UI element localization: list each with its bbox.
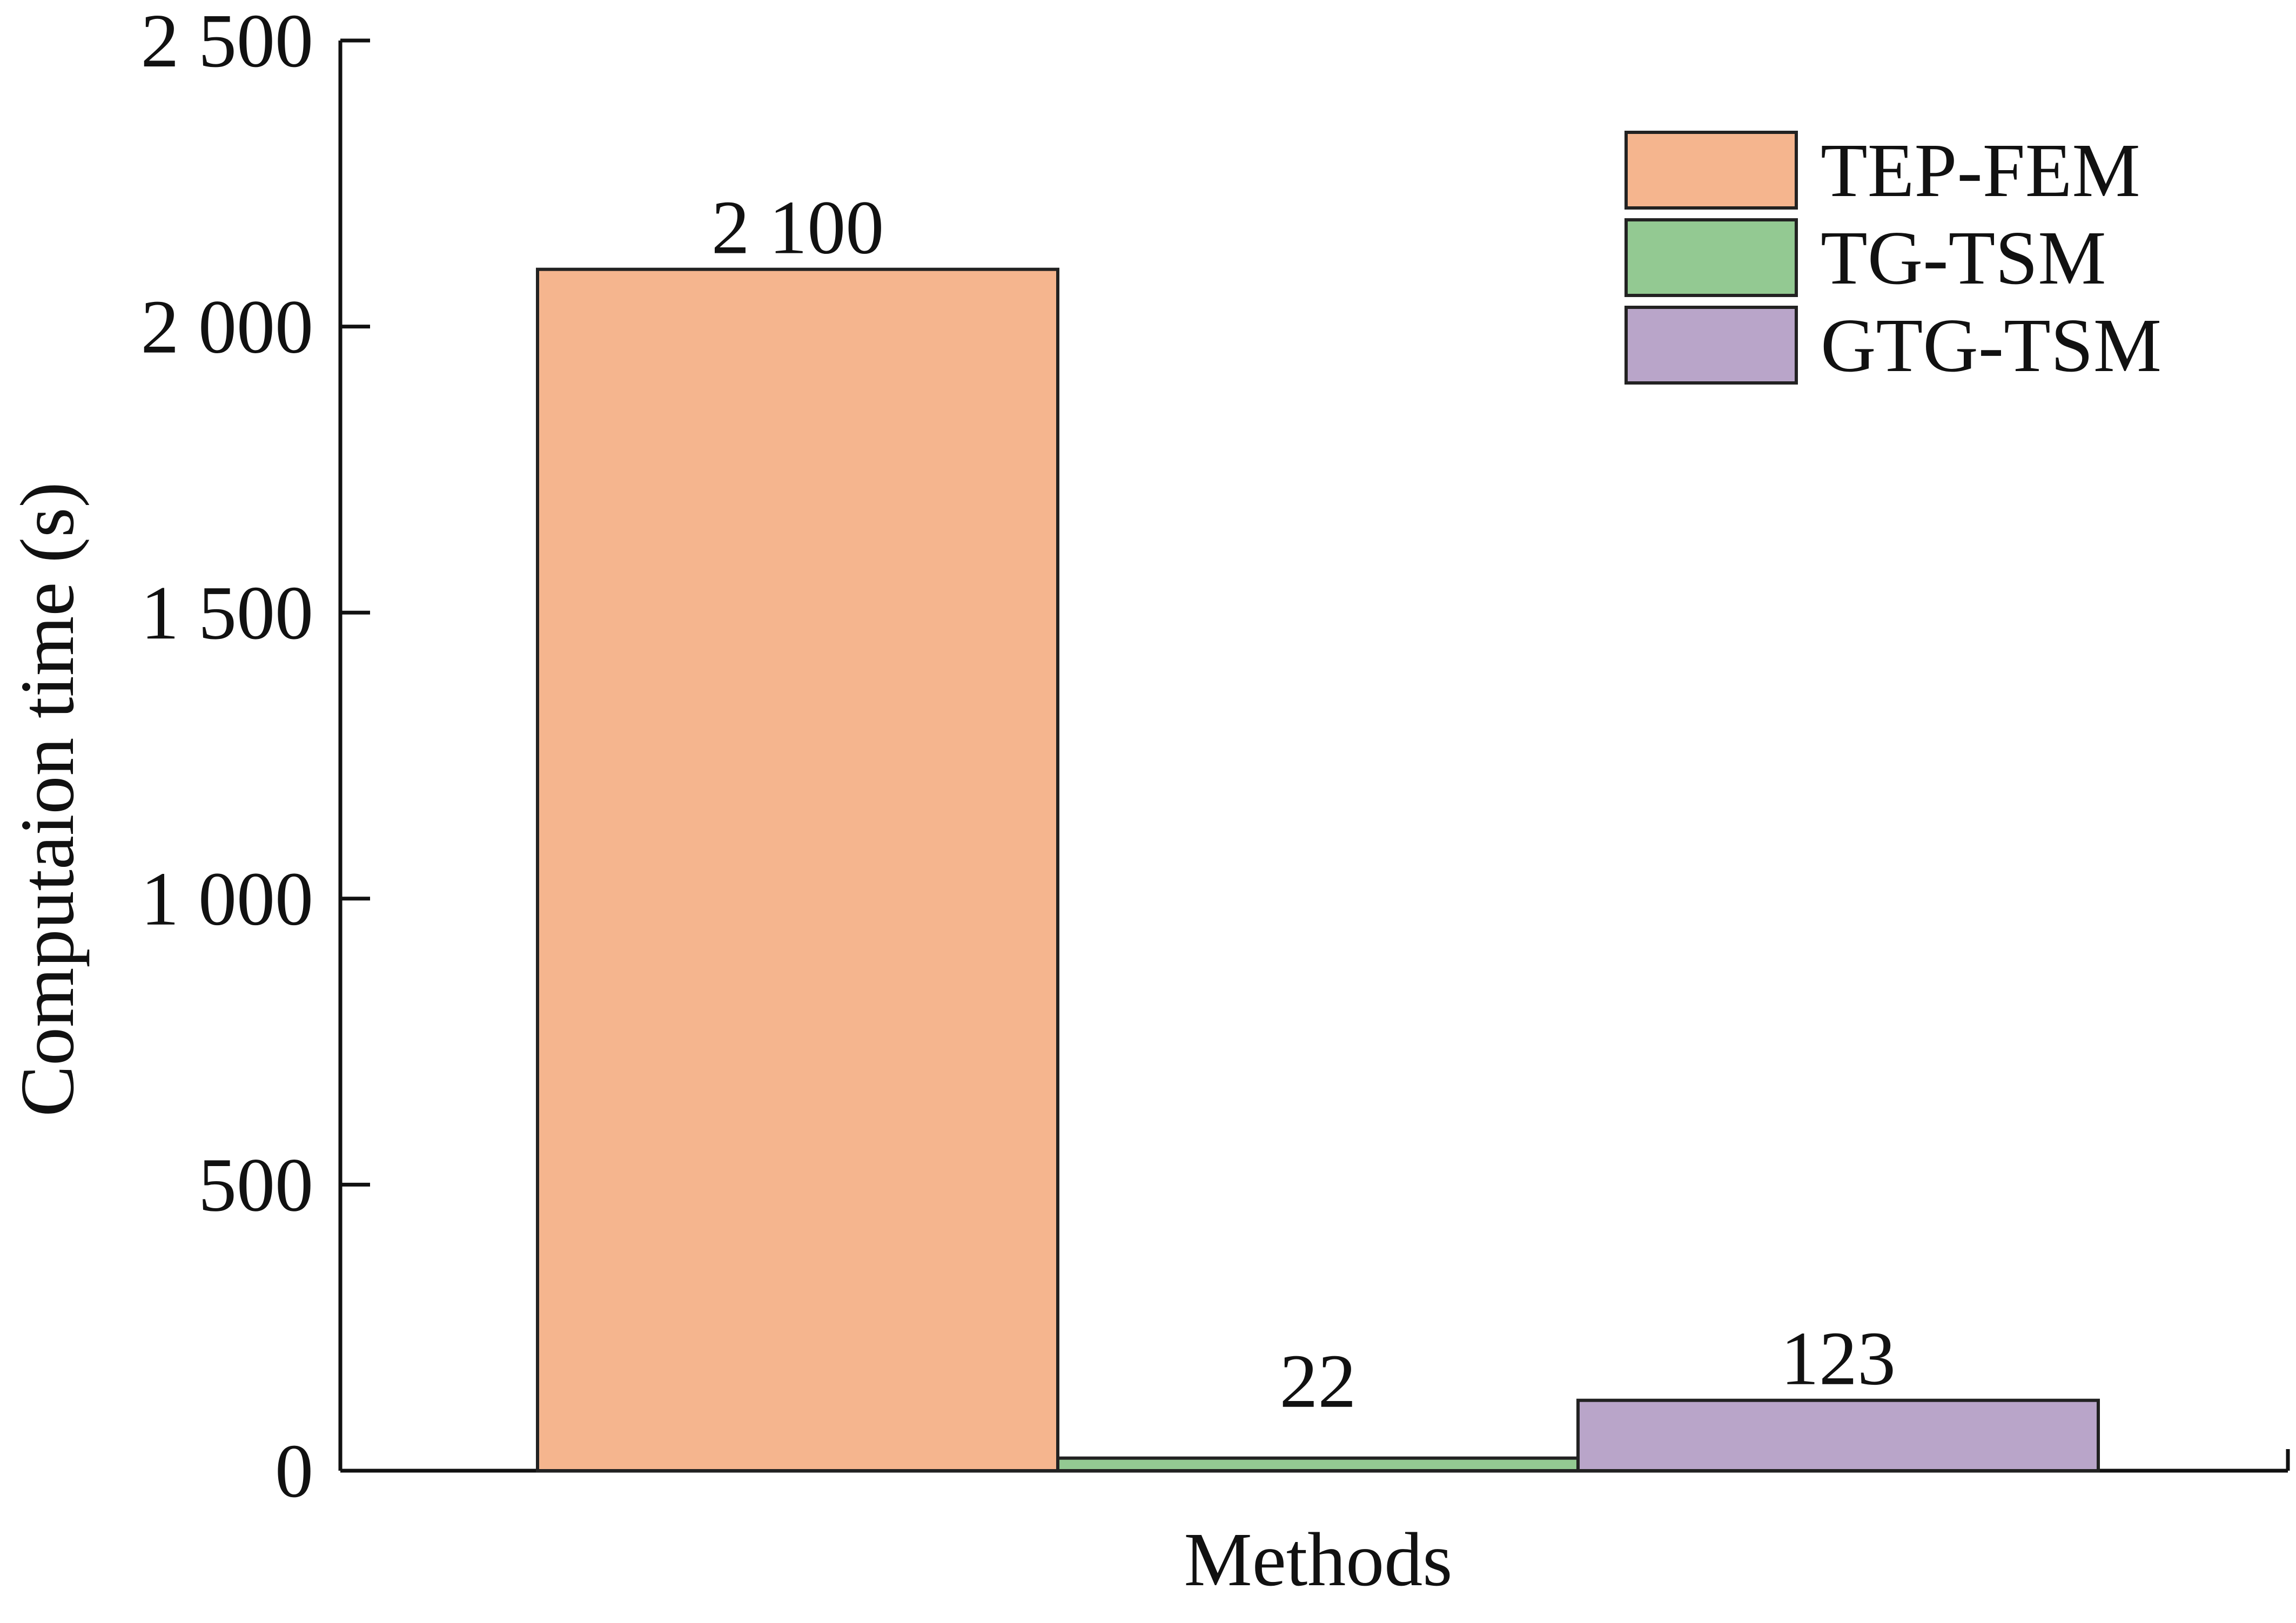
- y-tick-label: 1 500: [141, 570, 314, 655]
- data-label-tg-tsm: 22: [1280, 1338, 1357, 1424]
- data-label-tep-fem: 2 100: [711, 185, 884, 270]
- legend-label-tep-fem: TEP-FEM: [1821, 127, 2140, 213]
- y-tick-label: 500: [198, 1142, 313, 1227]
- y-tick-label: 0: [275, 1428, 313, 1513]
- y-tick-label: 2 000: [141, 284, 314, 369]
- legend-swatch-tg-tsm: [1624, 218, 1798, 297]
- bars: [536, 267, 2100, 1473]
- legend-swatch-tep-fem: [1624, 131, 1798, 210]
- legend-label-tg-tsm: TG-TSM: [1821, 215, 2106, 300]
- data-label-gtg-tsm: 123: [1781, 1316, 1896, 1401]
- bar-tg-tsm: [1056, 1456, 1580, 1472]
- data-labels: 2 100 22 123: [711, 185, 1896, 1424]
- bar-gtg-tsm: [1576, 1398, 2100, 1473]
- y-axis-label: Computaion time (s): [4, 482, 90, 1116]
- y-tick-label: 1 000: [141, 856, 314, 941]
- legend-swatch-gtg-tsm: [1624, 306, 1798, 385]
- bar-tep-fem: [536, 267, 1059, 1473]
- x-axis-label: Methods: [1184, 1517, 1453, 1602]
- axes: 0 500 1 000 1 500 2 000 2 500: [141, 0, 2290, 1513]
- legend-label-gtg-tsm: GTG-TSM: [1821, 302, 2161, 388]
- y-tick-label: 2 500: [141, 0, 314, 83]
